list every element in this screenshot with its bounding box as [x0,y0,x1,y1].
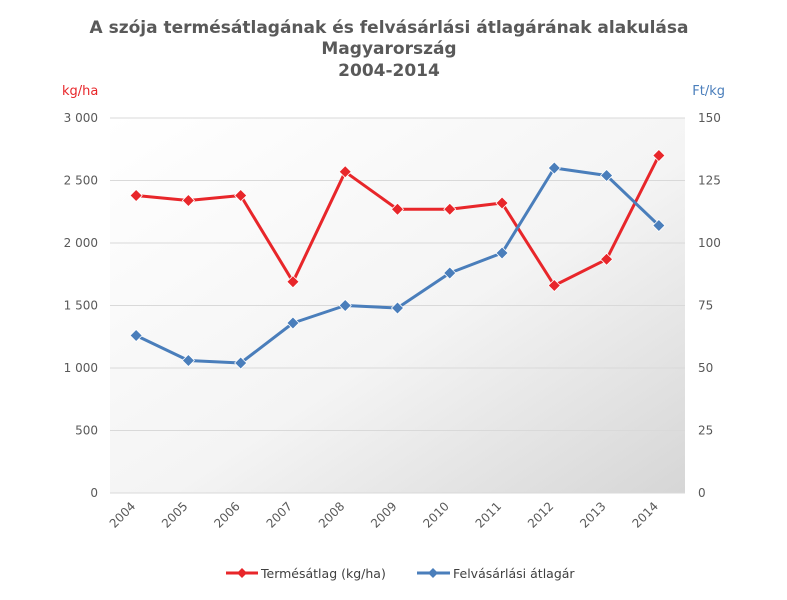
y-right-tick-label: 75 [698,299,713,313]
data-point-price [652,218,666,233]
legend-price-marker [428,568,438,578]
y-left-tick-label: 1 500 [64,299,98,313]
data-point-price [234,356,248,370]
y-left-tick-label: 0 [90,486,98,500]
y-left-tick-label: 1 000 [64,361,98,375]
x-tick-label: 2012 [525,499,556,530]
legend-price-label: Felvásárlási átlagár [453,566,575,581]
y-left-tick-label: 500 [75,424,98,438]
data-point-yield [338,165,352,179]
data-point-price [495,246,509,260]
chart-title: A szója termésátlagának és felvásárlási … [90,18,689,81]
data-point-yield [547,278,561,293]
data-point-price [129,328,143,343]
data-point-price [338,298,352,313]
x-tick-label: 2010 [420,499,451,530]
data-point-price [390,301,405,315]
chart-title-line-3: 2004-2014 [338,61,440,81]
data-point-yield [181,193,195,208]
y-left-unit: kg/ha [62,84,98,99]
legend-item-yield: Termésátlag (kg/ha) [226,566,386,581]
y-right-tick-labels: 0 25 50 75 100 125 150 [698,111,721,500]
x-tick-label: 2008 [316,499,347,530]
x-tick-label: 2009 [368,499,399,530]
y-right-unit: Ft/kg [692,84,725,99]
y-left-tick-label: 2 500 [64,174,98,188]
gridlines [110,117,685,494]
chart-title-line-2: Magyarország [321,39,456,59]
x-tick-label: 2005 [159,499,190,530]
data-point-price [181,353,195,368]
legend: Termésátlag (kg/ha) Felvásárlási átlagár [226,566,575,581]
y-left-tick-label: 3 000 [64,111,98,125]
x-tick-labels: 2004 2005 2006 2007 2008 2009 2010 2011 2012 2013… [107,499,661,530]
y-right-tick-label: 0 [698,486,706,500]
series-layer [129,148,666,370]
data-point-price [443,266,457,280]
y-right-tick-label: 25 [698,424,713,438]
chart-title-line-1: A szója termésátlagának és felvásárlási … [90,18,689,38]
x-tick-label: 2011 [473,499,504,530]
x-tick-label: 2006 [211,499,242,530]
x-tick-label: 2014 [629,499,660,530]
y-left-tick-labels: 0 500 1 000 1 500 2 000 2 500 3 000 [64,111,98,500]
data-point-yield [495,196,509,210]
y-right-tick-label: 100 [698,236,721,250]
x-tick-label: 2007 [264,499,295,530]
data-point-yield [286,275,300,289]
y-right-tick-label: 150 [698,111,721,125]
data-point-yield [600,252,614,266]
data-point-price [547,161,561,175]
x-tick-label: 2013 [577,499,608,530]
legend-yield-marker [237,568,247,578]
y-right-tick-label: 50 [698,361,713,375]
data-point-yield [390,202,405,216]
data-point-price [600,168,614,183]
data-point-yield [443,202,457,216]
data-point-yield [234,188,248,203]
legend-item-price: Felvásárlási átlagár [417,566,575,581]
x-tick-label: 2004 [107,499,138,530]
legend-yield-label: Termésátlag (kg/ha) [260,566,386,581]
data-point-yield [129,188,143,203]
y-left-tick-label: 2 000 [64,236,98,250]
data-point-yield [652,148,666,163]
data-point-price [286,316,300,330]
y-right-tick-label: 125 [698,174,721,188]
